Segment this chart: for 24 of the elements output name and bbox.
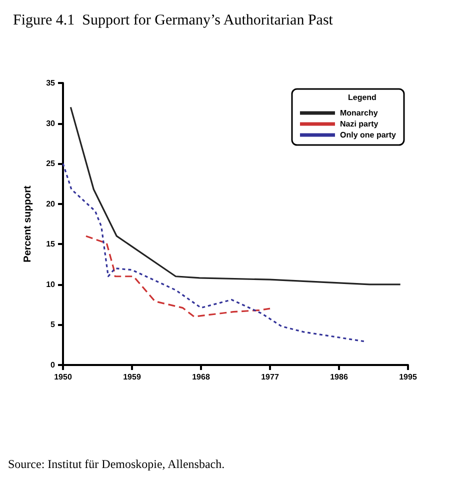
line-series bbox=[85, 235, 271, 318]
y-tick-label: 25 bbox=[46, 159, 56, 168]
source-note: Source: Institut für Demoskopie, Allensbach. bbox=[8, 457, 225, 471]
line-series bbox=[62, 162, 367, 342]
y-axis-title: Percent support bbox=[22, 184, 34, 262]
y-tick-label: 35 bbox=[46, 78, 56, 88]
x-tick-label: 1959 bbox=[123, 372, 142, 382]
x-tick-label: 1977 bbox=[261, 372, 280, 382]
legend-label: Nazi party bbox=[340, 120, 379, 128]
y-tick-label: 30 bbox=[46, 118, 56, 128]
y-tick-label: 0 bbox=[50, 360, 56, 370]
line-series bbox=[70, 106, 402, 286]
x-tick-label: 1995 bbox=[399, 372, 418, 382]
y-tick-label: 15 bbox=[46, 240, 56, 249]
y-tick-label: 10 bbox=[46, 280, 56, 289]
x-tick-label: 1950 bbox=[54, 372, 72, 382]
x-tick-label: 1986 bbox=[330, 372, 348, 382]
chart-title: Figure 4.1 Support for Germany’s Authoritarian Past bbox=[13, 12, 334, 28]
legend-title: Legend bbox=[348, 92, 377, 102]
y-tick-label: 5 bbox=[50, 320, 56, 330]
legend-label: Only one party bbox=[340, 130, 397, 140]
y-tick-label: 20 bbox=[46, 199, 56, 208]
legend-label: Monarchy bbox=[340, 108, 378, 118]
x-tick-label: 1968 bbox=[192, 372, 210, 382]
